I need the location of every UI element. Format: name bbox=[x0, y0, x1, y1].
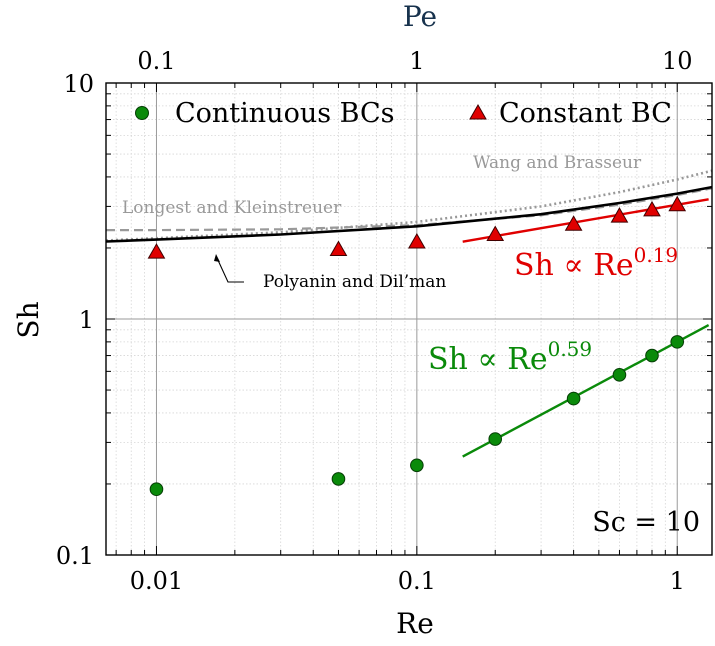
data-point-continuous bbox=[149, 482, 164, 497]
legend-label-constant: Constant BC bbox=[499, 98, 672, 129]
data-point-continuous bbox=[645, 348, 659, 363]
legend-marker-constant bbox=[469, 103, 487, 120]
x-tick-label: 1 bbox=[670, 567, 685, 595]
top-x-tick-label: 1 bbox=[409, 47, 424, 75]
fit-line-0 bbox=[462, 324, 710, 458]
legend: Continuous BCs Constant BC bbox=[135, 98, 672, 129]
fit-label-green: Sh ∝ Re0.59 bbox=[428, 337, 592, 377]
top-x-tick-label: 10 bbox=[662, 47, 693, 75]
data-point-constant bbox=[407, 232, 426, 249]
correlation-curve-dotted bbox=[106, 169, 712, 242]
legend-label-continuous: Continuous BCs bbox=[175, 98, 395, 129]
top-x-tick-label: 0.1 bbox=[137, 47, 175, 75]
fit-label-red: Sh ∝ Re0.19 bbox=[514, 243, 678, 283]
schmidt-number-label: Sc = 10 bbox=[592, 507, 700, 538]
label-longest-kleinstreuer: Longest and Kleinstreuer bbox=[122, 198, 342, 218]
label-wang-brasseur: Wang and Brasseur bbox=[473, 153, 642, 173]
y-tick-label: 1 bbox=[79, 306, 94, 334]
data-point-constant bbox=[486, 225, 505, 242]
data-point-continuous bbox=[670, 335, 685, 349]
axis-tick-labels: 0.01 0.1 1 0.1 1 10 0.1 1 10 bbox=[56, 47, 693, 595]
data-point-continuous bbox=[488, 432, 503, 446]
correlation-curves bbox=[106, 169, 712, 243]
data-point-continuous bbox=[410, 458, 424, 473]
top-axis-title: Pe bbox=[403, 0, 437, 33]
x-axis-title: Re bbox=[396, 607, 434, 640]
y-tick-label: 0.1 bbox=[56, 542, 94, 570]
polyanin-arrow bbox=[214, 254, 244, 283]
data-markers bbox=[147, 195, 687, 497]
fit-line-1 bbox=[462, 198, 709, 243]
label-polyanin-dilman: Polyanin and Dil’man bbox=[263, 272, 446, 292]
data-point-continuous bbox=[612, 368, 627, 382]
correlation-curve-solid bbox=[106, 185, 712, 243]
legend-marker-continuous bbox=[135, 106, 149, 120]
axis-ticks bbox=[106, 83, 712, 556]
data-point-constant bbox=[564, 215, 583, 231]
correlation-curve-dashed bbox=[106, 187, 712, 232]
data-point-constant bbox=[329, 240, 348, 257]
y-tick-label: 10 bbox=[63, 70, 94, 98]
data-point-constant bbox=[643, 200, 661, 217]
x-tick-label: 0.1 bbox=[398, 567, 436, 595]
y-axis-title: Sh bbox=[12, 301, 45, 338]
data-point-continuous bbox=[331, 472, 346, 486]
x-tick-label: 0.01 bbox=[130, 567, 183, 595]
major-grid bbox=[106, 83, 712, 555]
data-point-constant bbox=[610, 207, 629, 223]
data-point-constant bbox=[668, 195, 687, 212]
data-point-continuous bbox=[566, 391, 581, 406]
power-law-fits bbox=[462, 198, 710, 458]
data-point-constant bbox=[147, 243, 166, 259]
